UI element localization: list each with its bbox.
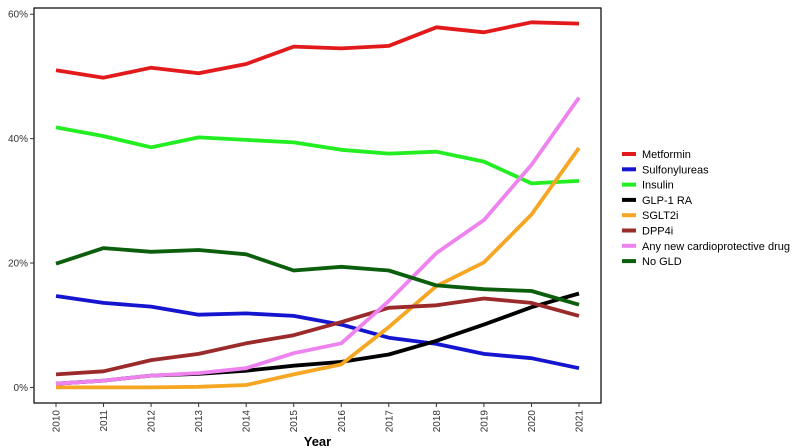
series-line-6 xyxy=(55,96,581,386)
y-tick-label: 40% xyxy=(8,134,28,145)
series-line-7 xyxy=(55,246,580,307)
legend-label: Insulin xyxy=(642,180,674,192)
legend-label: No GLD xyxy=(642,256,682,268)
series-lines xyxy=(55,20,581,390)
axes: 0% 20% 40% 60% 2010 2011 2012 2013 2014 2015 2016 2… xyxy=(8,10,586,433)
legend-label: GLP-1 RA xyxy=(642,195,693,207)
x-tick-label: 2019 xyxy=(479,410,490,433)
x-tick-label: 2011 xyxy=(99,410,110,432)
x-axis-title: Year xyxy=(304,434,331,448)
legend-label: Sulfonylureas xyxy=(642,164,709,176)
legend-label: Any new cardioprotective drug xyxy=(642,241,790,253)
legend-label: Metformin xyxy=(642,149,691,161)
y-tick-label: 0% xyxy=(14,383,29,394)
y-tick-label: 60% xyxy=(8,10,28,21)
x-tick-label: 2013 xyxy=(194,410,205,433)
legend: Metformin Sulfonylureas Insulin GLP-1 RA SGL… xyxy=(622,149,790,268)
x-tick-label: 2020 xyxy=(527,410,538,433)
x-tick-label: 2021 xyxy=(575,410,586,433)
plot-area xyxy=(33,7,602,404)
series-line-4 xyxy=(56,146,581,390)
series-line-5 xyxy=(55,296,580,377)
x-tick-label: 2017 xyxy=(384,410,395,433)
series-line-0 xyxy=(55,20,580,80)
legend-label: DPP4i xyxy=(642,226,673,238)
series-line-2 xyxy=(55,125,580,186)
legend-label: SGLT2i xyxy=(642,210,678,222)
series-line-1 xyxy=(55,294,580,371)
x-tick-label: 2015 xyxy=(289,410,300,433)
x-tick-label: 2016 xyxy=(337,410,348,433)
x-tick-label: 2012 xyxy=(147,410,158,433)
x-tick-label: 2014 xyxy=(242,410,253,433)
x-tick-label: 2010 xyxy=(52,410,63,433)
plot-panel-border xyxy=(33,7,602,404)
x-tick-label: 2018 xyxy=(432,410,443,433)
y-tick-label: 20% xyxy=(8,259,28,270)
